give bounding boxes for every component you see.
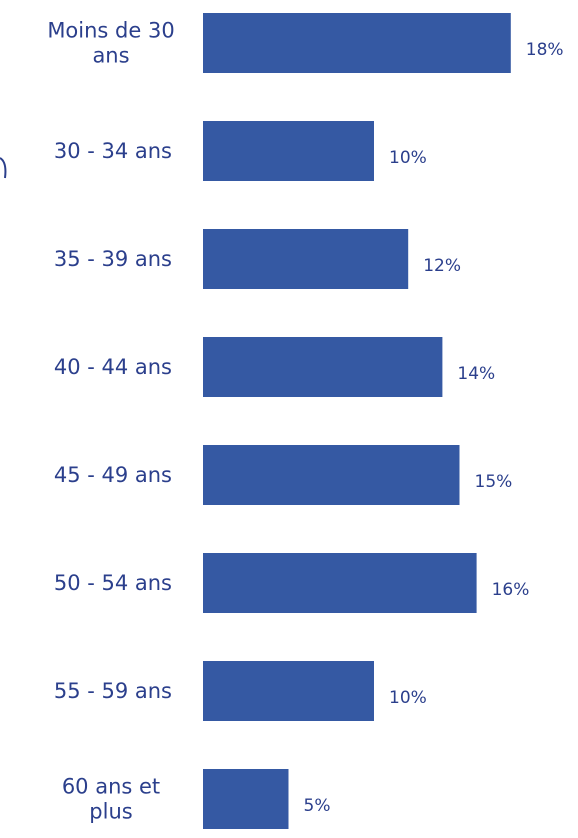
bar xyxy=(203,769,289,829)
bar xyxy=(203,553,477,613)
category-label: 30 - 34 ans xyxy=(54,139,172,163)
category-label-line: Moins de 30 xyxy=(47,19,174,43)
value-label: 12% xyxy=(423,256,461,276)
category-label: 35 - 39 ans xyxy=(54,247,172,271)
category-label-line: plus xyxy=(89,800,132,824)
category-label-line: 40 - 44 ans xyxy=(54,355,172,379)
category-label-line: ans xyxy=(92,44,129,68)
category-label-line: 50 - 54 ans xyxy=(54,571,172,595)
bar xyxy=(203,121,374,181)
category-label-line: 35 - 39 ans xyxy=(54,247,172,271)
bar xyxy=(203,445,460,505)
bars-group xyxy=(203,13,511,829)
value-label: 18% xyxy=(526,40,564,60)
value-label: 5% xyxy=(304,796,331,816)
category-label: 55 - 59 ans xyxy=(54,679,172,703)
category-label-line: 45 - 49 ans xyxy=(54,463,172,487)
bar xyxy=(203,13,511,73)
value-labels-group: 18% 10% 12% 14% 15% 16% 10% 5% xyxy=(304,40,564,816)
category-labels-group: Moins de 30 ans 30 - 34 ans 35 - 39 ans 40 -… xyxy=(47,19,174,824)
value-label: 10% xyxy=(389,148,427,168)
value-label: 10% xyxy=(389,688,427,708)
category-label: 40 - 44 ans xyxy=(54,355,172,379)
category-label: 50 - 54 ans xyxy=(54,571,172,595)
category-label: Moins de 30 ans xyxy=(47,19,174,68)
category-label: 60 ans et plus xyxy=(62,775,160,824)
category-label-line: 55 - 59 ans xyxy=(54,679,172,703)
bar xyxy=(203,661,374,721)
value-label: 16% xyxy=(492,580,530,600)
value-label: 14% xyxy=(457,364,495,384)
bar xyxy=(203,337,443,397)
bar xyxy=(203,229,409,289)
clipped-edge-glyph xyxy=(0,157,7,179)
category-label: 45 - 49 ans xyxy=(54,463,172,487)
value-label: 15% xyxy=(475,472,513,492)
category-label-line: 60 ans et xyxy=(62,775,160,799)
category-label-line: 30 - 34 ans xyxy=(54,139,172,163)
